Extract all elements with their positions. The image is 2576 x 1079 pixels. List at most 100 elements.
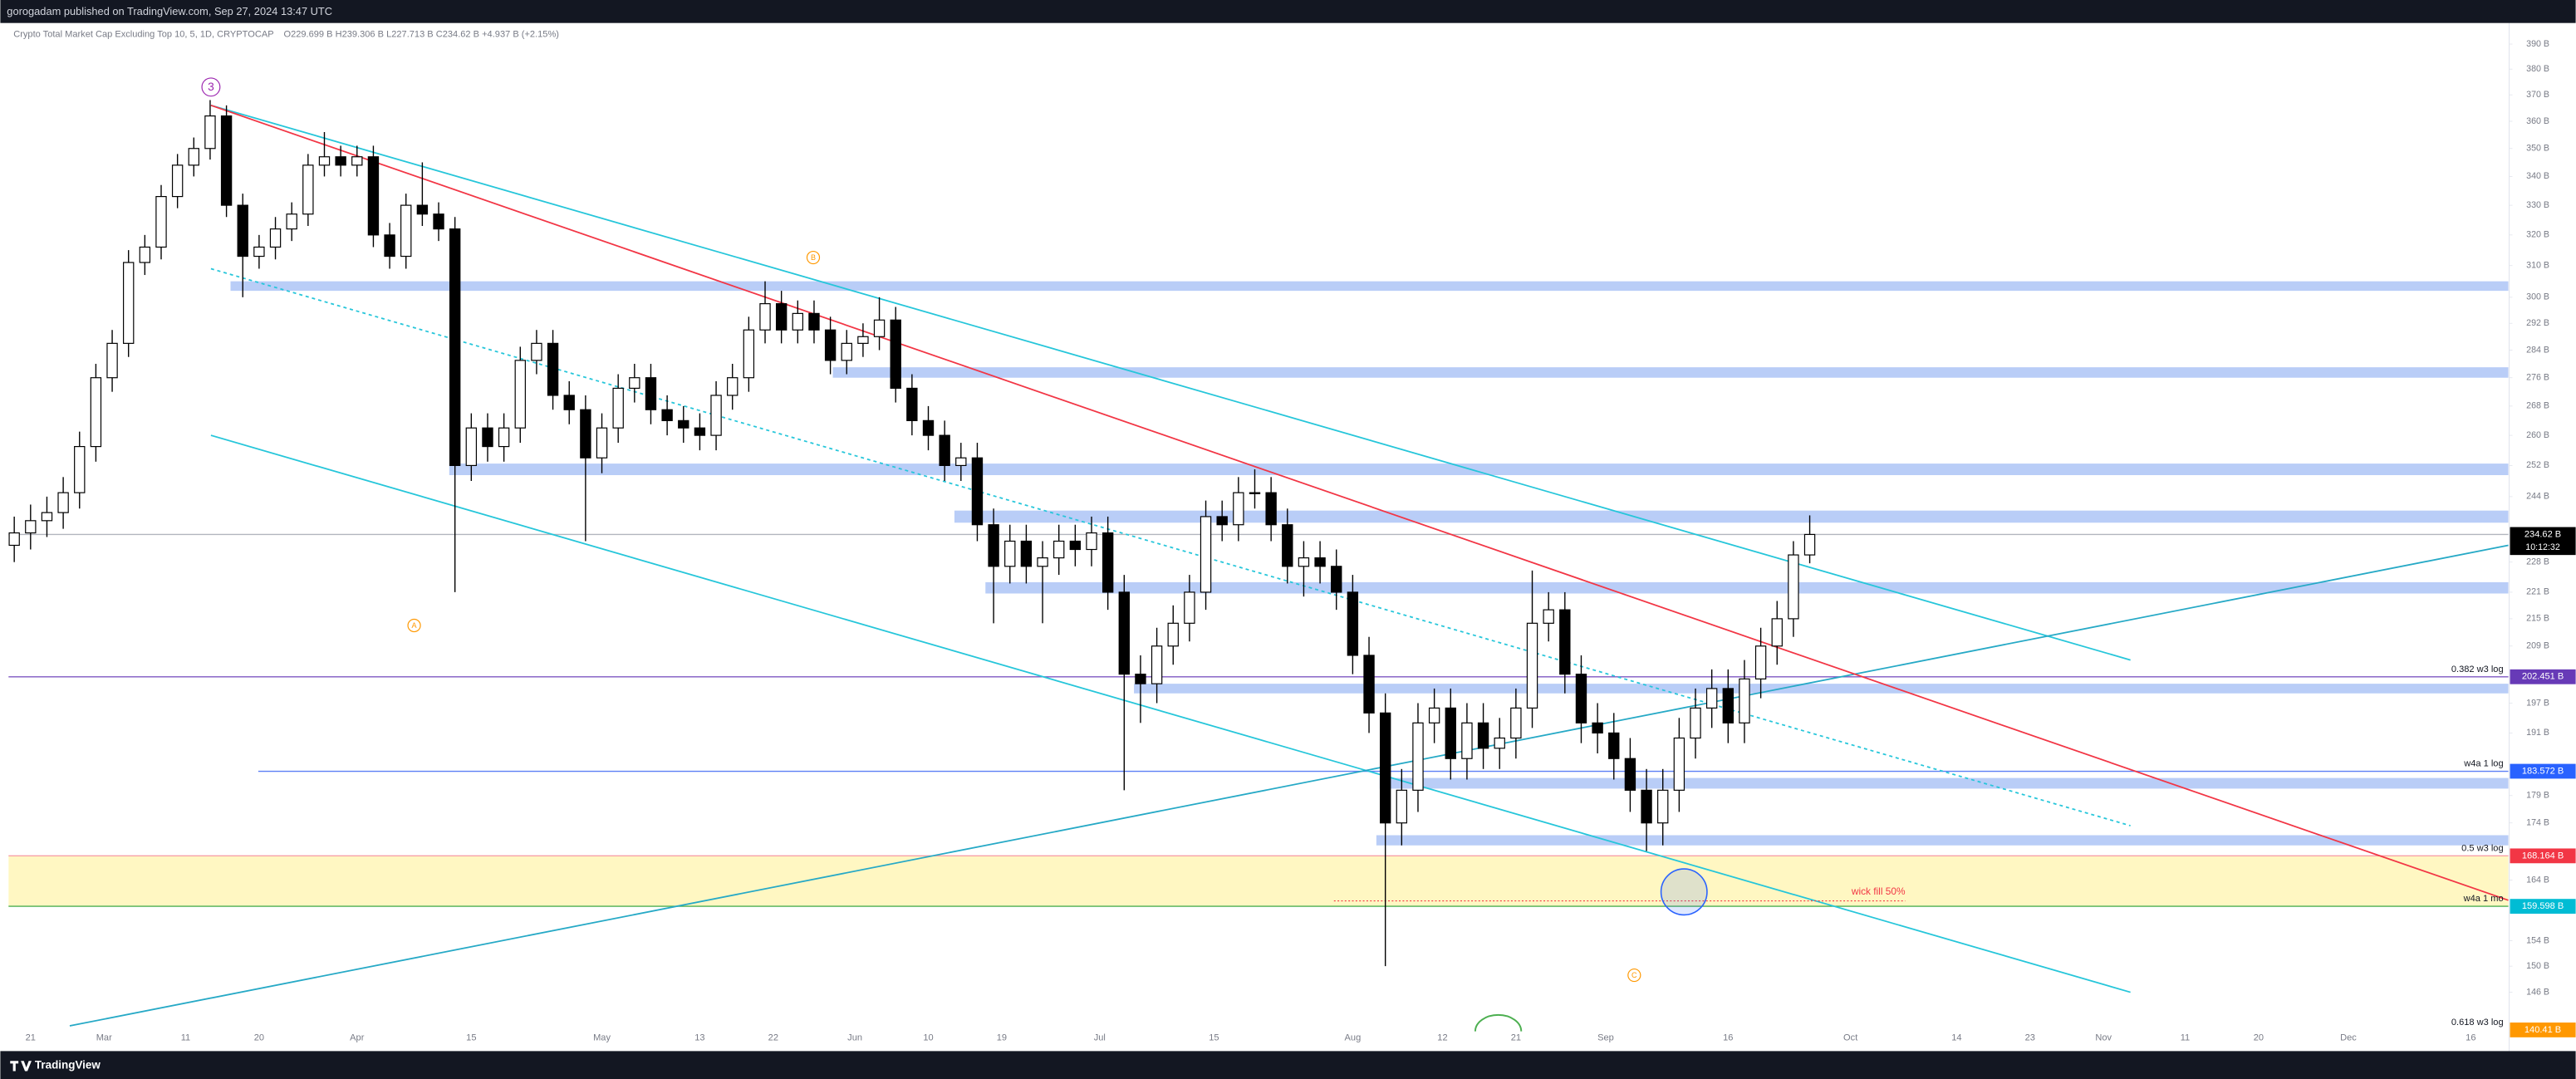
bottom-bar — [0, 1051, 2576, 1079]
candle-body — [1608, 732, 1620, 759]
candle-body — [1151, 645, 1163, 684]
y-tick-label: 197 B — [2526, 698, 2549, 708]
candle-body — [1803, 533, 1816, 556]
wave-label: A — [412, 621, 418, 630]
candle-body — [1020, 540, 1033, 567]
candle-layer — [8, 100, 1816, 967]
publisher: gorogadam published on TradingView.com, … — [7, 5, 332, 17]
price-label-box — [2510, 669, 2576, 684]
candle-body — [1461, 722, 1473, 759]
candle-body — [890, 319, 901, 390]
x-tick-label: May — [593, 1032, 611, 1042]
candle-body — [57, 492, 69, 513]
candle-body — [1543, 609, 1554, 624]
y-tick-label: 228 B — [2526, 557, 2549, 567]
candle-body — [694, 427, 706, 436]
x-tick-label: 10 — [923, 1032, 933, 1042]
candle-body — [351, 156, 363, 166]
x-tick-label: Sep — [1597, 1032, 1614, 1042]
zone — [1379, 777, 2509, 789]
x-tick-label: 21 — [26, 1032, 36, 1042]
candle-body — [873, 319, 886, 337]
candle-body — [1510, 707, 1522, 739]
candle-body — [710, 395, 722, 436]
x-tick-label: 23 — [2025, 1032, 2035, 1042]
candle-body — [1118, 591, 1130, 675]
zone — [985, 581, 2509, 594]
candle-body — [433, 213, 444, 230]
wave-label: B — [811, 253, 816, 262]
candle-body — [74, 445, 86, 493]
candle-body — [1282, 524, 1293, 567]
y-tick-label: 292 B — [2526, 318, 2549, 328]
trendline — [210, 104, 2509, 901]
level-note: w4a 1 mo — [2463, 894, 2504, 904]
candle-body — [253, 246, 265, 257]
candle-body — [1494, 737, 1505, 749]
candle-body — [563, 395, 575, 410]
candle-body — [808, 312, 820, 331]
zone — [1134, 684, 2509, 694]
y-tick-label: 268 B — [2526, 401, 2549, 411]
candle-body — [1265, 492, 1277, 526]
candle-body — [498, 427, 510, 448]
y-tick-label: 146 B — [2526, 987, 2549, 997]
price-label-box — [2510, 1023, 2576, 1037]
candle-body — [1069, 540, 1082, 551]
price-label: 168.164 B — [2522, 851, 2564, 861]
candle-body — [727, 377, 738, 396]
candle-body — [269, 228, 282, 248]
y-tick-label: 260 B — [2526, 430, 2549, 440]
zone — [954, 510, 2509, 523]
brand: TradingView — [35, 1059, 101, 1072]
x-tick-label: Apr — [350, 1032, 365, 1042]
wave-label-ring — [407, 618, 421, 633]
candle-body — [8, 532, 20, 547]
candle-body — [857, 336, 869, 344]
candle-body — [1705, 688, 1718, 709]
drawing-layer — [8, 104, 2509, 1027]
level-note: 0.382 w3 log — [2451, 665, 2504, 674]
y-tick-label: 252 B — [2526, 460, 2549, 470]
candle-body — [775, 303, 788, 331]
overlay-layer: 234.62 B 10:12:32 0.382 w3 log 202.451 B w4a… — [201, 77, 2576, 1037]
candle-body — [465, 427, 478, 467]
wick-fill-label: wick fill 50% — [1851, 885, 1906, 897]
wave-label-ring — [1627, 968, 1641, 983]
candle-body — [449, 228, 461, 467]
candle-body — [367, 156, 380, 236]
price-label: 234.62 B — [2524, 529, 2561, 539]
candle-body — [678, 419, 689, 429]
candle-body — [384, 234, 395, 257]
y-tick-label: 330 B — [2526, 200, 2549, 210]
candle-body — [1233, 492, 1244, 526]
x-tick-label: Oct — [1843, 1032, 1857, 1042]
target-circle — [1660, 868, 1708, 916]
candle-body — [759, 303, 771, 331]
candle-body — [922, 419, 935, 436]
wave-label-ring — [806, 250, 821, 265]
band — [8, 856, 2509, 907]
candle-body — [531, 342, 542, 361]
candle-body — [743, 329, 755, 379]
price-label-box — [2510, 899, 2576, 915]
trendline — [69, 544, 2509, 1027]
trendline — [210, 104, 2131, 661]
trendline — [210, 434, 2131, 993]
candle-body — [400, 204, 412, 257]
price-label-box — [2510, 848, 2576, 864]
band-layer — [8, 856, 2509, 907]
candle-body — [41, 512, 53, 522]
price-label: 159.598 B — [2522, 901, 2564, 911]
candle-body — [1167, 622, 1179, 647]
y-tick-label: 174 B — [2526, 818, 2549, 828]
candle-body — [416, 204, 429, 215]
candle-body — [1722, 688, 1734, 723]
candle-body — [612, 387, 624, 429]
candle-body — [188, 148, 199, 166]
trendline — [210, 267, 2131, 826]
arc-drawing — [1474, 1013, 1523, 1032]
candle-body — [1363, 655, 1375, 714]
